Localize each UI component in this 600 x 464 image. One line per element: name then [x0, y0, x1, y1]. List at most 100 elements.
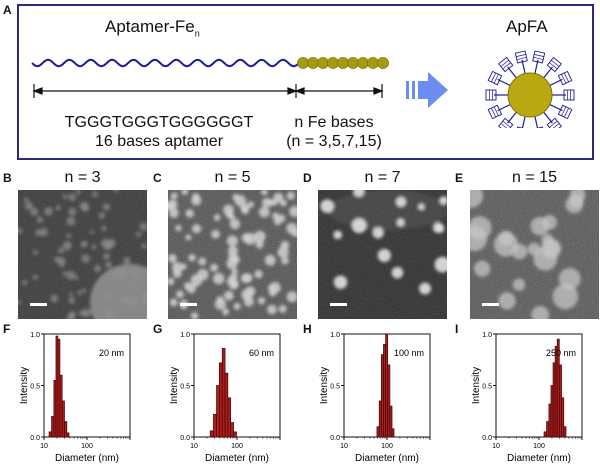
apfa-title: ApFA — [506, 17, 548, 36]
y-axis-label: Intensity — [19, 367, 30, 404]
x-axis-label: Diameter (nm) — [355, 453, 419, 463]
x-tick-label: 100 — [381, 443, 393, 450]
histogram-bar — [219, 362, 223, 438]
x-tick-label: 100 — [533, 443, 545, 450]
histogram-bar — [216, 385, 220, 438]
aptamer-spoke — [533, 114, 539, 128]
histogram-bar — [543, 431, 547, 438]
aptamer-spoke — [507, 66, 518, 80]
fe-bead — [307, 57, 319, 69]
g-quadruplex-icon — [498, 56, 514, 73]
x-axis-label: Diameter (nm) — [205, 453, 269, 463]
aptamer-title-text: Aptamer-Fe — [105, 17, 195, 36]
y-tick-label: 0.5 — [330, 384, 340, 391]
panel-label-d: D — [303, 171, 312, 185]
fe-bead — [327, 57, 339, 69]
y-tick-label: 0.5 — [30, 384, 40, 391]
aptamer-spoke — [521, 114, 527, 128]
aptamer-spokes — [485, 50, 575, 128]
g-quadruplex-icon — [532, 126, 546, 128]
histogram-g: 0.0 0.5 1.0 10 100 Diameter (nm) Intensity 60 n… — [169, 332, 281, 463]
x-axis-label: Diameter (nm) — [55, 453, 119, 463]
aptamer-description: 16 bases aptamer — [94, 133, 224, 150]
g-quadruplex-icon — [557, 104, 573, 120]
fe-bead — [297, 57, 309, 69]
histogram-i: 0.0 0.5 1.0 10 100 Diameter (nm) Intensity 250 … — [471, 332, 583, 463]
y-tick-label: 1.0 — [330, 332, 340, 339]
histogram-bar — [224, 372, 229, 438]
panel-label-b: B — [3, 171, 12, 185]
tem-image-n7 — [318, 190, 447, 319]
histogram-bar — [61, 400, 65, 438]
y-tick-label: 0.0 — [330, 435, 340, 442]
size-annotation: 100 nm — [394, 348, 424, 358]
g-quadruplex-icon — [487, 70, 503, 86]
histogram-f: 0.0 0.5 1.0 10 100 Diameter (nm) Intensity 20 n… — [19, 332, 131, 463]
plot-frame — [193, 333, 281, 438]
histogram-bar — [563, 426, 567, 438]
aptamer-spoke — [542, 66, 553, 80]
aptamer-spoke — [542, 110, 553, 124]
aptamer-spoke — [497, 103, 513, 112]
x-tick-label: 100 — [231, 443, 243, 450]
apfa-nanoparticle — [485, 50, 575, 128]
histogram-bar — [227, 397, 232, 438]
tem-image-n5 — [168, 190, 297, 319]
aptamer-spoke — [533, 59, 539, 76]
histogram-bar — [561, 397, 565, 438]
fe-dimension-line — [294, 84, 384, 98]
g-quadruplex-icon — [498, 117, 514, 128]
histogram-bar — [48, 431, 52, 438]
fe-bead — [377, 57, 389, 69]
y-tick-label: 0.0 — [180, 435, 190, 442]
y-tick-label: 0.0 — [482, 435, 492, 442]
x-tick-label: 10 — [492, 443, 500, 450]
panel-label-h: H — [303, 322, 312, 336]
tem-image-n15 — [470, 190, 599, 319]
y-axis-label: Intensity — [319, 367, 330, 404]
aptamer-spoke — [547, 103, 563, 112]
g-quadruplex-icon — [546, 56, 562, 73]
scale-bar — [482, 303, 499, 306]
fe-bead — [317, 57, 329, 69]
panel-label-i: I — [455, 322, 459, 336]
g-quadruplex-icon — [532, 50, 546, 64]
aptamer-spoke — [547, 78, 563, 87]
g-quadruplex-icon — [514, 126, 528, 128]
histogram-bar — [51, 416, 55, 438]
size-annotation: 60 nm — [249, 348, 274, 358]
panel-label-c: C — [153, 171, 162, 185]
tem-title-n7: n = 7 — [364, 169, 401, 186]
histogram-bar — [64, 421, 68, 438]
panel-label-a: A — [3, 3, 12, 17]
histogram-bar — [546, 421, 550, 438]
g-quadruplex-icon — [563, 89, 575, 101]
aptamer-spoke — [507, 110, 518, 124]
y-tick-label: 1.0 — [482, 332, 492, 339]
x-tick-label: 10 — [190, 443, 198, 450]
histogram-bar — [233, 431, 237, 438]
panel-label-f: F — [3, 322, 11, 336]
y-axis-label: Intensity — [471, 367, 482, 404]
y-tick-label: 1.0 — [180, 332, 190, 339]
y-tick-label: 1.0 — [30, 332, 40, 339]
g-quadruplex-icon — [487, 104, 503, 120]
aptamer-title: Aptamer-Fen — [105, 17, 200, 38]
histogram-bar — [221, 348, 226, 438]
scale-bar — [180, 303, 197, 306]
fe-bead — [367, 57, 379, 69]
g-quadruplex-icon — [546, 117, 562, 128]
histogram-bar — [230, 422, 234, 438]
panel-label-e: E — [455, 171, 464, 185]
fe-description: (n = 3,5,7,15) — [286, 133, 382, 150]
panel-label-g: G — [153, 322, 163, 336]
scale-bar — [30, 303, 47, 306]
fe-beads — [297, 57, 389, 69]
tem-title-n5: n = 5 — [214, 169, 251, 186]
tem-title-n3: n = 3 — [64, 169, 101, 186]
y-axis-label: Intensity — [169, 367, 180, 404]
aptamer-spoke — [497, 78, 513, 87]
g-quadruplex-icon — [485, 89, 497, 101]
fe-bead — [347, 57, 359, 69]
g-quadruplex-icon — [514, 50, 528, 64]
